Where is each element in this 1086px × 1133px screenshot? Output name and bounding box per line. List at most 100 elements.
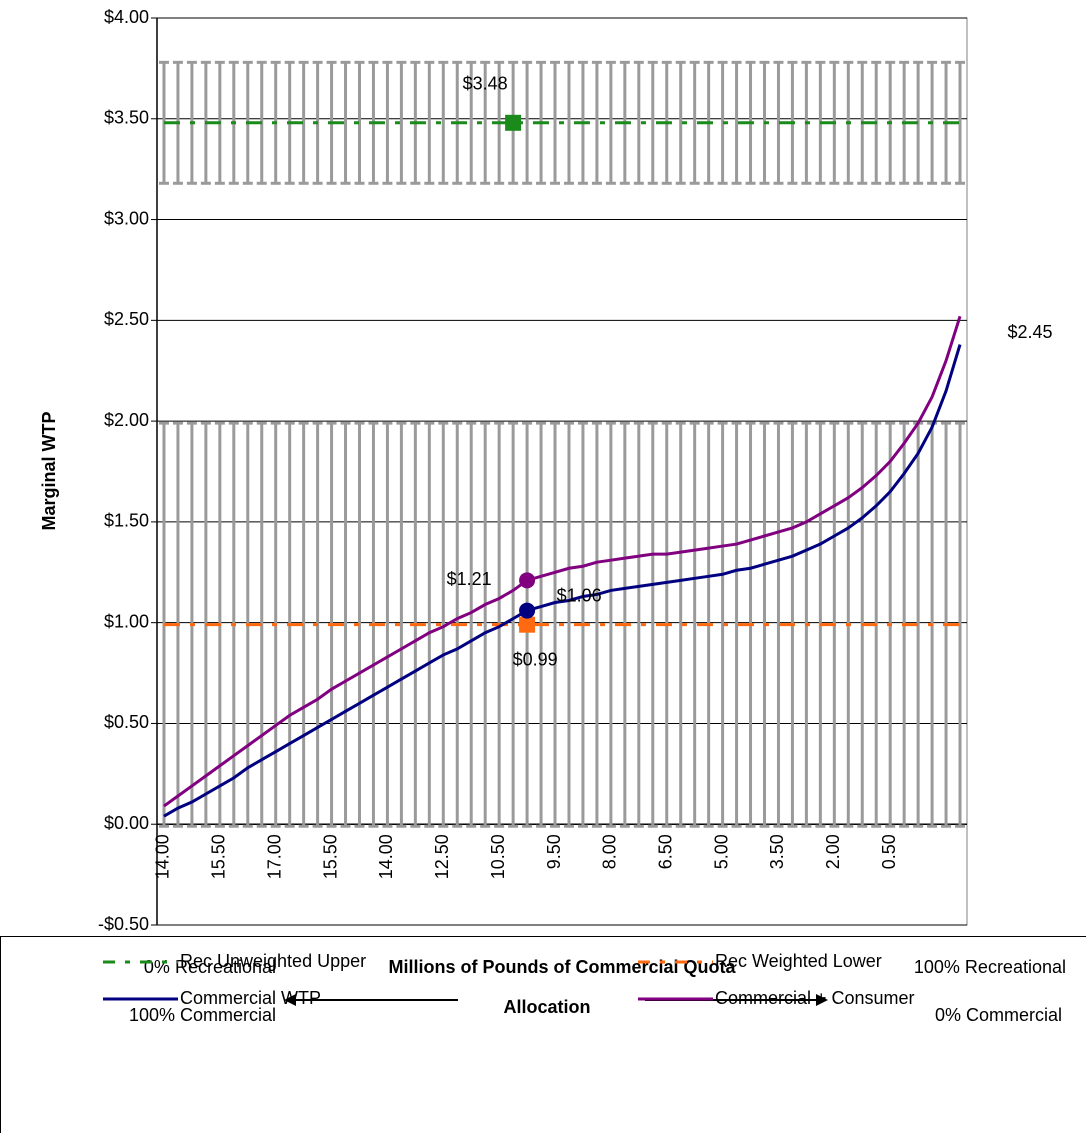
x-tick-label: 17.00	[264, 834, 284, 879]
x-tick-label: 0.50	[879, 834, 899, 869]
legend-label: Rec Unweighted Upper	[180, 951, 366, 971]
y-tick-label: $0.00	[104, 813, 149, 833]
y-tick-label: $1.50	[104, 511, 149, 531]
error-bar	[647, 421, 658, 828]
error-bar	[382, 60, 393, 185]
error-bar	[633, 60, 644, 185]
error-bar	[340, 421, 351, 828]
x-tick-label: 2.00	[823, 834, 843, 869]
x-axis-label: Millions of Pounds of Commercial Quota	[388, 957, 736, 977]
error-bar	[382, 421, 393, 828]
error-bar	[298, 60, 309, 185]
y-tick-label: $1.00	[104, 611, 149, 631]
error-bar	[731, 421, 742, 828]
data-label: $1.21	[447, 569, 492, 589]
error-bar	[298, 421, 309, 828]
error-bar	[689, 421, 700, 828]
error-bar	[480, 421, 491, 828]
x-tick-label: 15.50	[320, 834, 340, 879]
error-bar	[689, 60, 700, 185]
arrow-head	[284, 994, 296, 1006]
x-tick-label: 12.50	[432, 834, 452, 879]
marker	[519, 602, 536, 619]
y-tick-label: $4.00	[104, 7, 149, 27]
annotation: $2.45	[1007, 322, 1052, 342]
lines	[163, 114, 962, 818]
x-tick-label: 14.00	[376, 834, 396, 879]
error-bar	[605, 60, 616, 185]
error-bar	[522, 60, 533, 185]
x-tick-label: 14.00	[153, 834, 173, 879]
series-line	[163, 344, 962, 818]
error-bar	[633, 421, 644, 828]
error-bar	[955, 60, 966, 185]
error-bar	[717, 421, 728, 828]
x-tick-label: 6.50	[655, 834, 675, 869]
error-bar	[563, 60, 574, 185]
data-label: $0.99	[513, 649, 558, 669]
legend-label: Rec Weighted Lower	[715, 951, 882, 971]
y-tick-label: $0.50	[104, 712, 149, 732]
error-bar	[675, 60, 686, 185]
error-bar	[550, 60, 561, 185]
error-bar	[438, 421, 449, 828]
arrow-head	[816, 994, 828, 1006]
labels: -$0.50 $0.00 $0.50 $1.00 $1.50 $2.00 $2.50 $3.0…	[98, 7, 899, 934]
error-bar	[466, 421, 477, 828]
y-axis-label: Marginal WTP	[39, 411, 59, 530]
legend-box	[0, 936, 1086, 1133]
error-bar	[731, 60, 742, 185]
error-bar	[508, 421, 519, 828]
x-tick-label: 9.50	[544, 834, 564, 869]
plot-area	[156, 17, 968, 926]
error-bar	[354, 60, 365, 185]
error-bar	[354, 421, 365, 828]
series-line	[163, 315, 962, 808]
error-bar	[605, 421, 616, 828]
error-bar	[563, 421, 574, 828]
data-label: $1.06	[557, 585, 602, 605]
x-tick-label: 10.50	[488, 834, 508, 879]
x-tick-label: 5.00	[711, 834, 731, 869]
error-bar	[480, 60, 491, 185]
x-tick-label: 8.00	[600, 834, 620, 869]
legend-label: Commercial WTP	[180, 988, 321, 1008]
error-bar	[438, 60, 449, 185]
marker	[519, 616, 536, 633]
error-bar	[675, 421, 686, 828]
y-tick-label: -$0.50	[98, 914, 149, 934]
error-bar	[396, 60, 407, 185]
error-bar	[955, 421, 966, 828]
x-tick-label: 15.50	[209, 834, 229, 879]
error-bar	[550, 421, 561, 828]
side-note: 100% Commercial	[129, 1005, 276, 1025]
legend-label: Commercial + Consumer	[715, 988, 915, 1008]
error-bar	[396, 421, 407, 828]
side-note: 0% Commercial	[935, 1005, 1062, 1025]
y-tick-label: $2.00	[104, 410, 149, 430]
error-bar	[591, 421, 602, 828]
y-tick-label: $3.00	[104, 208, 149, 228]
error-bar	[913, 60, 924, 185]
y-tick-label: $2.50	[104, 309, 149, 329]
grid	[151, 17, 967, 926]
error-bar	[647, 60, 658, 185]
error-bar	[466, 60, 477, 185]
marker	[505, 114, 522, 131]
error-bar	[773, 421, 784, 828]
x-tick-label: 3.50	[767, 834, 787, 869]
x-axis-label: Allocation	[503, 997, 590, 1017]
error-bar	[424, 60, 435, 185]
error-bar	[340, 60, 351, 185]
side-note: 100% Recreational	[914, 957, 1066, 977]
data-label: $3.48	[463, 74, 508, 94]
marker	[519, 572, 536, 589]
error-bar	[717, 60, 728, 185]
side-note: 0% Recreational	[144, 957, 276, 977]
y-tick-label: $3.50	[104, 108, 149, 128]
error-bar	[773, 60, 784, 185]
legend: Rec Unweighted Upper Rec Weighted Lower Co…	[103, 951, 915, 1008]
error-bar	[591, 60, 602, 185]
error-bar	[424, 421, 435, 828]
